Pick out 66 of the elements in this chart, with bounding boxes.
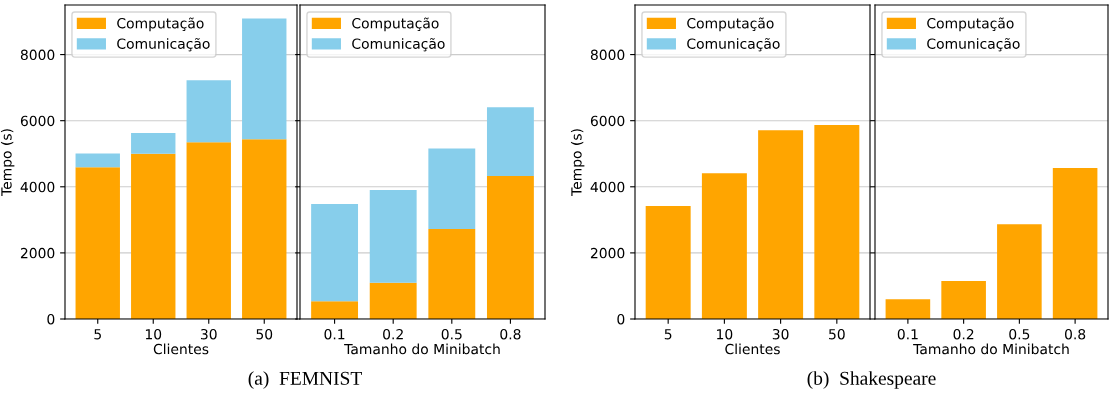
bar [131, 132, 176, 154]
bar [758, 130, 804, 319]
x-tick-label: 0.2 [383, 328, 403, 340]
x-tick-label: 50 [256, 328, 273, 340]
bar [428, 148, 476, 230]
x-tick-label: 5 [664, 329, 672, 340]
bar [486, 107, 534, 176]
y-axis-title: Tempo (s) [0, 129, 15, 197]
y-axis-title: Tempo (s) [570, 129, 585, 197]
legend-label: Computação [687, 17, 774, 32]
legend-label: Computação [927, 17, 1014, 32]
y-tick-label: 0 [47, 313, 55, 325]
bar [369, 190, 417, 283]
text: (a) FEMNIST [248, 371, 362, 389]
bar [1052, 167, 1098, 319]
bar [186, 80, 231, 143]
x-tick-label: 10 [717, 328, 733, 340]
x-tick-label: 0.8 [1064, 328, 1086, 340]
x-tick-label: 0.1 [324, 328, 345, 340]
legend-label: Comunicação [927, 37, 1020, 52]
legend-label: Computação [352, 17, 439, 32]
bar [486, 175, 534, 319]
x-axis-title: Clientes [153, 343, 209, 355]
legend-label: Comunicação [687, 37, 780, 52]
bar [75, 153, 120, 168]
text: (b) Shakespeare [807, 371, 936, 389]
x-tick-label: 0.5 [441, 328, 462, 340]
x-axis-title: Tamanho do Minibatch [913, 343, 1069, 355]
y-tick-label: 4000 [590, 181, 625, 193]
y-tick-label: 6000 [20, 115, 55, 127]
x-tick-label: 0.2 [953, 328, 974, 340]
y-tick-label: 8000 [590, 49, 625, 61]
x-axis-title: Tamanho do Minibatch [344, 343, 500, 355]
bar [941, 280, 986, 319]
y-tick-label: 2000 [590, 247, 625, 259]
bar [242, 18, 287, 140]
y-tick-label: 6000 [590, 115, 625, 127]
bar [311, 203, 359, 302]
legend-label: Computação [117, 17, 204, 32]
x-tick-label: 30 [200, 328, 217, 340]
x-tick-label: 0.8 [500, 328, 521, 340]
bar [75, 167, 120, 319]
bar [814, 124, 860, 319]
bar [186, 142, 231, 319]
bar [311, 301, 359, 319]
legend-label: Comunicação [117, 37, 210, 52]
y-tick-label: 2000 [20, 247, 55, 259]
x-tick-label: 0.5 [1009, 328, 1030, 340]
x-tick-label: 30 [772, 328, 789, 340]
bar [242, 139, 287, 319]
bar [701, 173, 747, 319]
y-tick-label: 4000 [20, 181, 55, 193]
x-tick-label: 0.1 [897, 328, 918, 340]
legend-label: Comunicação [352, 37, 445, 52]
bar [645, 205, 691, 319]
x-axis-title: Clientes [725, 343, 780, 355]
y-tick-label: 0 [617, 313, 625, 325]
x-tick-label: 5 [94, 329, 101, 340]
bar [428, 229, 476, 319]
bar [885, 299, 931, 319]
bar [369, 282, 417, 319]
x-tick-label: 50 [829, 328, 845, 340]
bar [131, 153, 176, 319]
x-tick-label: 10 [145, 328, 162, 340]
bar [997, 224, 1042, 319]
y-tick-label: 8000 [20, 49, 55, 61]
